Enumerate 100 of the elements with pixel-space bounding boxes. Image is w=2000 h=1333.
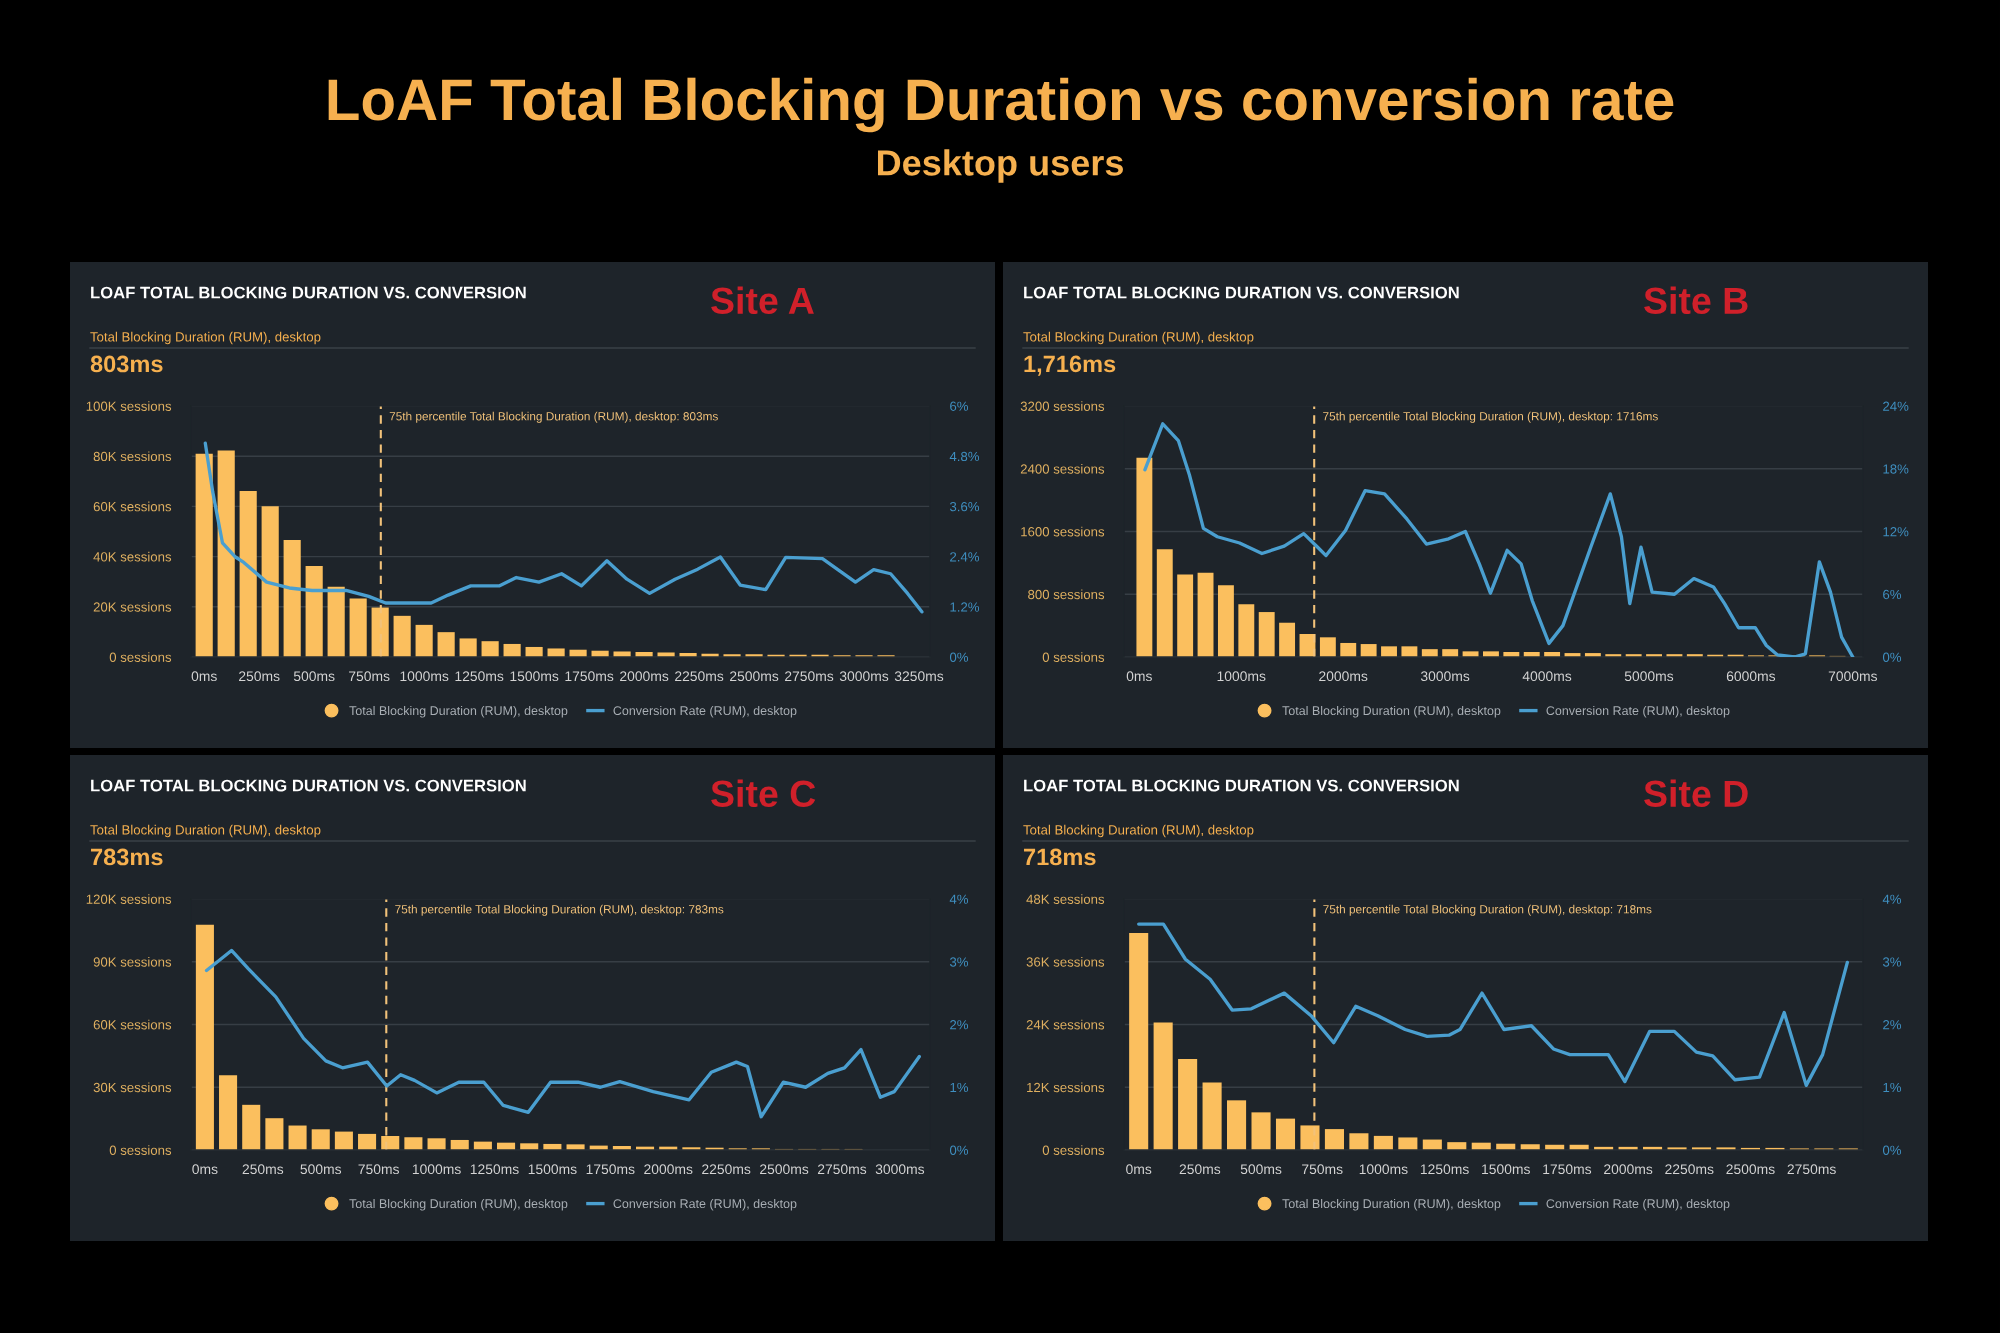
y2-tick-label: 1% [1883, 1082, 1902, 1093]
y-tick-label: 60K sessions [93, 501, 172, 512]
x-tick-label: 1750ms [586, 1164, 635, 1175]
x-tick-label: 2000ms [1604, 1164, 1653, 1175]
x-tick-label: 2000ms [620, 671, 669, 682]
x-tick-label: 2750ms [1787, 1164, 1836, 1175]
x-tick-label: 0ms [1126, 671, 1152, 682]
x-tick-label: 2500ms [1726, 1164, 1775, 1175]
y2-tick-label: 2% [1883, 1020, 1902, 1030]
x-tick-label: 2500ms [760, 1164, 809, 1175]
y-tick-label: 30K sessions [93, 1082, 172, 1093]
y-tick-label: 120K sessions [86, 894, 172, 904]
y2-tick-label: 4% [949, 894, 969, 904]
text: Site B [1644, 286, 1748, 315]
x-tick-label: 250ms [242, 1164, 284, 1175]
y2-tick-label: 3% [1882, 957, 1902, 967]
x-tick-label: 1250ms [1420, 1164, 1469, 1175]
y-tick-label: 90K sessions [93, 956, 172, 967]
x-tick-label: 2250ms [675, 671, 724, 682]
y-tick-label: 0 sessions [1042, 1145, 1105, 1155]
chart-title: LOAF TOTAL BLOCKING DURATION VS. CONVERSION [91, 286, 526, 299]
y2-tick-label: 6% [1883, 589, 1902, 600]
y2-tick-label: 3% [949, 957, 969, 967]
x-tick-label: 3000ms [875, 1164, 925, 1175]
x-tick-label: 750ms [1302, 1164, 1343, 1175]
y2-tick-label: 1% [950, 1082, 969, 1093]
y-tick-label: 20K sessions [93, 602, 172, 612]
y2-tick-label: 4.8% [949, 451, 980, 462]
x-tick-label: 1750ms [565, 671, 614, 682]
ref-line-label: 75th percentile Total Blocking Duration (RUM), desktop: 718ms [1323, 904, 1652, 916]
x-tick-label: 1000ms [1359, 1164, 1408, 1175]
ref-line-label: 75th percentile Total Blocking Duration (RUM), desktop: 803ms [389, 411, 718, 423]
chart-title: LOAF TOTAL BLOCKING DURATION VS. CONVERSION [1024, 286, 1459, 299]
x-tick-label: 1750ms [1543, 1164, 1592, 1175]
x-tick-label: 1000ms [400, 671, 449, 682]
y2-tick-label: 0% [949, 652, 969, 662]
y2-tick-label: 0% [1882, 652, 1902, 662]
x-tick-label: 3250ms [894, 671, 944, 682]
x-tick-label: 500ms [293, 671, 335, 682]
text: Site D [1644, 779, 1748, 808]
x-tick-label: 2250ms [702, 1164, 751, 1175]
ref-line-label: 75th percentile Total Blocking Duration (RUM), desktop: 1716ms [1323, 411, 1658, 423]
legend-label: Conversion Rate (RUM), desktop [1546, 1198, 1730, 1211]
text: 803ms [90, 355, 163, 373]
y-tick-label: 48K sessions [1026, 894, 1105, 904]
x-tick-label: 5000ms [1624, 671, 1674, 682]
text: Site A [711, 286, 814, 315]
y2-tick-label: 2.4% [950, 552, 980, 562]
y-tick-label: 40K sessions [93, 551, 172, 562]
y2-tick-label: 0% [949, 1145, 969, 1155]
x-tick-label: 250ms [1179, 1164, 1221, 1175]
x-tick-label: 1500ms [510, 671, 559, 682]
x-tick-label: 1500ms [1482, 1164, 1530, 1175]
y-tick-label: 800 sessions [1028, 589, 1105, 600]
x-tick-label: 2500ms [730, 671, 779, 682]
y2-tick-label: 3.6% [949, 501, 980, 512]
text: 718ms [1024, 848, 1096, 866]
y-tick-label: 1600 sessions [1021, 526, 1105, 537]
y-tick-label: 24K sessions [1026, 1019, 1105, 1030]
x-tick-label: 6000ms [1726, 671, 1776, 682]
text: Desktop users [877, 149, 1123, 183]
chart-subtitle: Total Blocking Duration (RUM), desktop [1023, 824, 1254, 838]
x-tick-label: 2000ms [1319, 671, 1368, 682]
x-tick-label: 2750ms [817, 1164, 867, 1175]
x-tick-label: 250ms [239, 671, 280, 682]
x-tick-label: 0ms [191, 671, 217, 682]
x-tick-label: 1500ms [528, 1164, 577, 1175]
ref-line-label: 75th percentile Total Blocking Duration (RUM), desktop: 783ms [395, 904, 724, 916]
x-tick-label: 2250ms [1665, 1164, 1714, 1175]
legend-label: Total Blocking Duration (RUM), desktop [1282, 705, 1501, 718]
x-tick-label: 500ms [1240, 1164, 1282, 1175]
y-tick-label: 60K sessions [93, 1019, 172, 1030]
y-tick-label: 0 sessions [109, 652, 172, 662]
y-tick-label: 36K sessions [1026, 956, 1105, 967]
legend-label: Conversion Rate (RUM), desktop [613, 705, 797, 718]
text: Site C [711, 779, 816, 808]
legend-label: Conversion Rate (RUM), desktop [613, 1198, 797, 1211]
y-tick-label: 0 sessions [1042, 652, 1105, 662]
x-tick-label: 750ms [349, 671, 390, 682]
x-tick-label: 4000ms [1522, 671, 1572, 682]
text: 1,716ms [1024, 355, 1116, 376]
y-tick-label: 12K sessions [1027, 1082, 1105, 1093]
x-tick-label: 0ms [1126, 1164, 1152, 1175]
x-tick-label: 1000ms [1217, 671, 1266, 682]
y-tick-label: 80K sessions [93, 451, 172, 462]
y2-tick-label: 6% [950, 401, 969, 411]
x-tick-label: 3000ms [839, 671, 889, 682]
x-tick-label: 7000ms [1828, 671, 1878, 682]
y2-tick-label: 4% [1882, 894, 1902, 904]
x-tick-label: 2750ms [785, 671, 834, 682]
chart-title: LOAF TOTAL BLOCKING DURATION VS. CONVERSION [91, 779, 526, 792]
text: LoAF Total Blocking Duration vs conversion rate [328, 77, 1674, 133]
legend-label: Total Blocking Duration (RUM), desktop [349, 705, 568, 718]
legend-label: Conversion Rate (RUM), desktop [1546, 705, 1730, 718]
y2-tick-label: 24% [1883, 401, 1909, 411]
y2-tick-label: 18% [1883, 464, 1909, 474]
y2-tick-label: 2% [950, 1020, 969, 1030]
text: 783ms [91, 848, 163, 866]
y2-tick-label: 1.2% [950, 602, 980, 612]
x-tick-label: 3000ms [1420, 671, 1470, 682]
